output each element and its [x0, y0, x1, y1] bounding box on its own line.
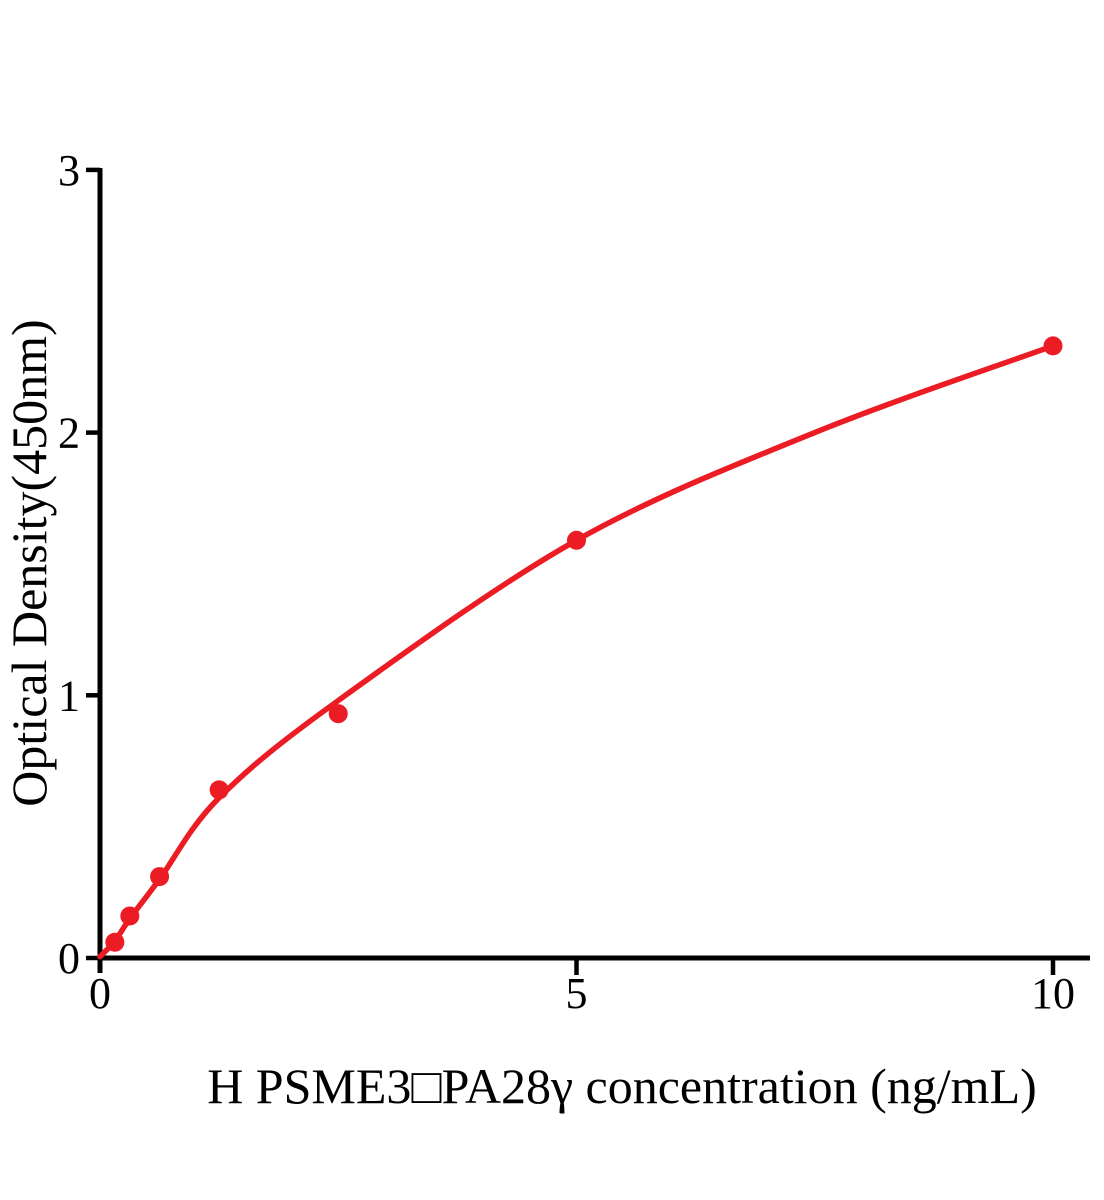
data-point-marker — [567, 530, 586, 550]
y-tick-label: 3 — [58, 146, 80, 195]
data-point-marker — [328, 704, 348, 724]
fit-curve-line — [97, 343, 1056, 960]
x-tick-label: 0 — [89, 969, 111, 1018]
data-point-marker — [1043, 336, 1063, 356]
x-tick-label: 10 — [1031, 969, 1075, 1018]
data-point-marker — [209, 780, 229, 800]
x-tick-label: 5 — [566, 969, 588, 1018]
data-point-marker — [105, 932, 125, 952]
y-tick-label: 0 — [58, 934, 80, 983]
y-tick-label: 1 — [58, 671, 80, 720]
x-axis-title: H PSME3□PA28γ concentration (ng/mL) — [207, 1058, 1037, 1114]
y-axis-title: Optical Density(450nm) — [1, 319, 57, 806]
y-tick-label: 2 — [58, 409, 80, 458]
data-point-marker — [150, 867, 170, 887]
data-point-marker — [120, 906, 140, 926]
